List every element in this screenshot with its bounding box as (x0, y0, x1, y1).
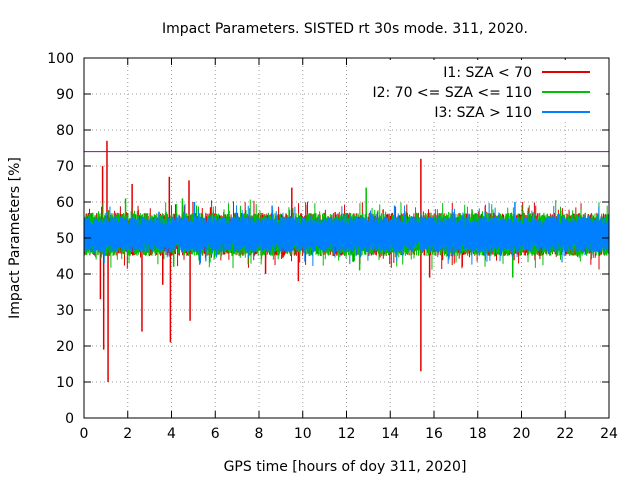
y-tick-label: 80 (56, 123, 74, 139)
y-tick-label: 100 (47, 51, 74, 67)
x-axis-label: GPS time [hours of doy 311, 2020] (224, 459, 467, 475)
x-tick-label: 4 (167, 426, 176, 442)
legend-label: I1: SZA < 70 (443, 65, 532, 81)
x-tick-label: 20 (513, 426, 531, 442)
x-tick-label: 0 (80, 426, 89, 442)
plot-area (84, 140, 609, 382)
y-tick-label: 20 (56, 339, 74, 355)
legend-background (352, 60, 606, 120)
x-tick-label: 2 (123, 426, 132, 442)
x-tick-label: 24 (600, 426, 618, 442)
y-tick-label: 30 (56, 303, 74, 319)
legend: I1: SZA < 70 I2: 70 <= SZA <= 110 I3: SZA … (352, 60, 606, 121)
chart-title: Impact Parameters. SISTED rt 30s mode. 3… (162, 21, 528, 37)
x-tick-label: 12 (338, 426, 356, 442)
y-tick-label: 0 (65, 411, 74, 427)
data-layer (84, 140, 609, 382)
legend-label: I3: SZA > 110 (434, 105, 532, 121)
x-tick-label: 22 (556, 426, 574, 442)
plot-frame (83, 57, 610, 419)
x-tick-label: 16 (425, 426, 443, 442)
legend-label: I2: 70 <= SZA <= 110 (372, 85, 532, 101)
y-tick-label: 70 (56, 159, 74, 175)
x-tick-label: 18 (469, 426, 487, 442)
y-tick-label: 60 (56, 195, 74, 211)
x-tick-label: 8 (255, 426, 264, 442)
y-tick-label: 40 (56, 267, 74, 283)
x-tick-label: 14 (381, 426, 399, 442)
x-tick-label: 6 (211, 426, 220, 442)
x-tick-label: 10 (294, 426, 312, 442)
y-tick-label: 50 (56, 231, 74, 247)
y-axis-label: Impact Parameters [%] (7, 157, 23, 319)
y-tick-label: 10 (56, 375, 74, 391)
y-tick-label: 90 (56, 87, 74, 103)
